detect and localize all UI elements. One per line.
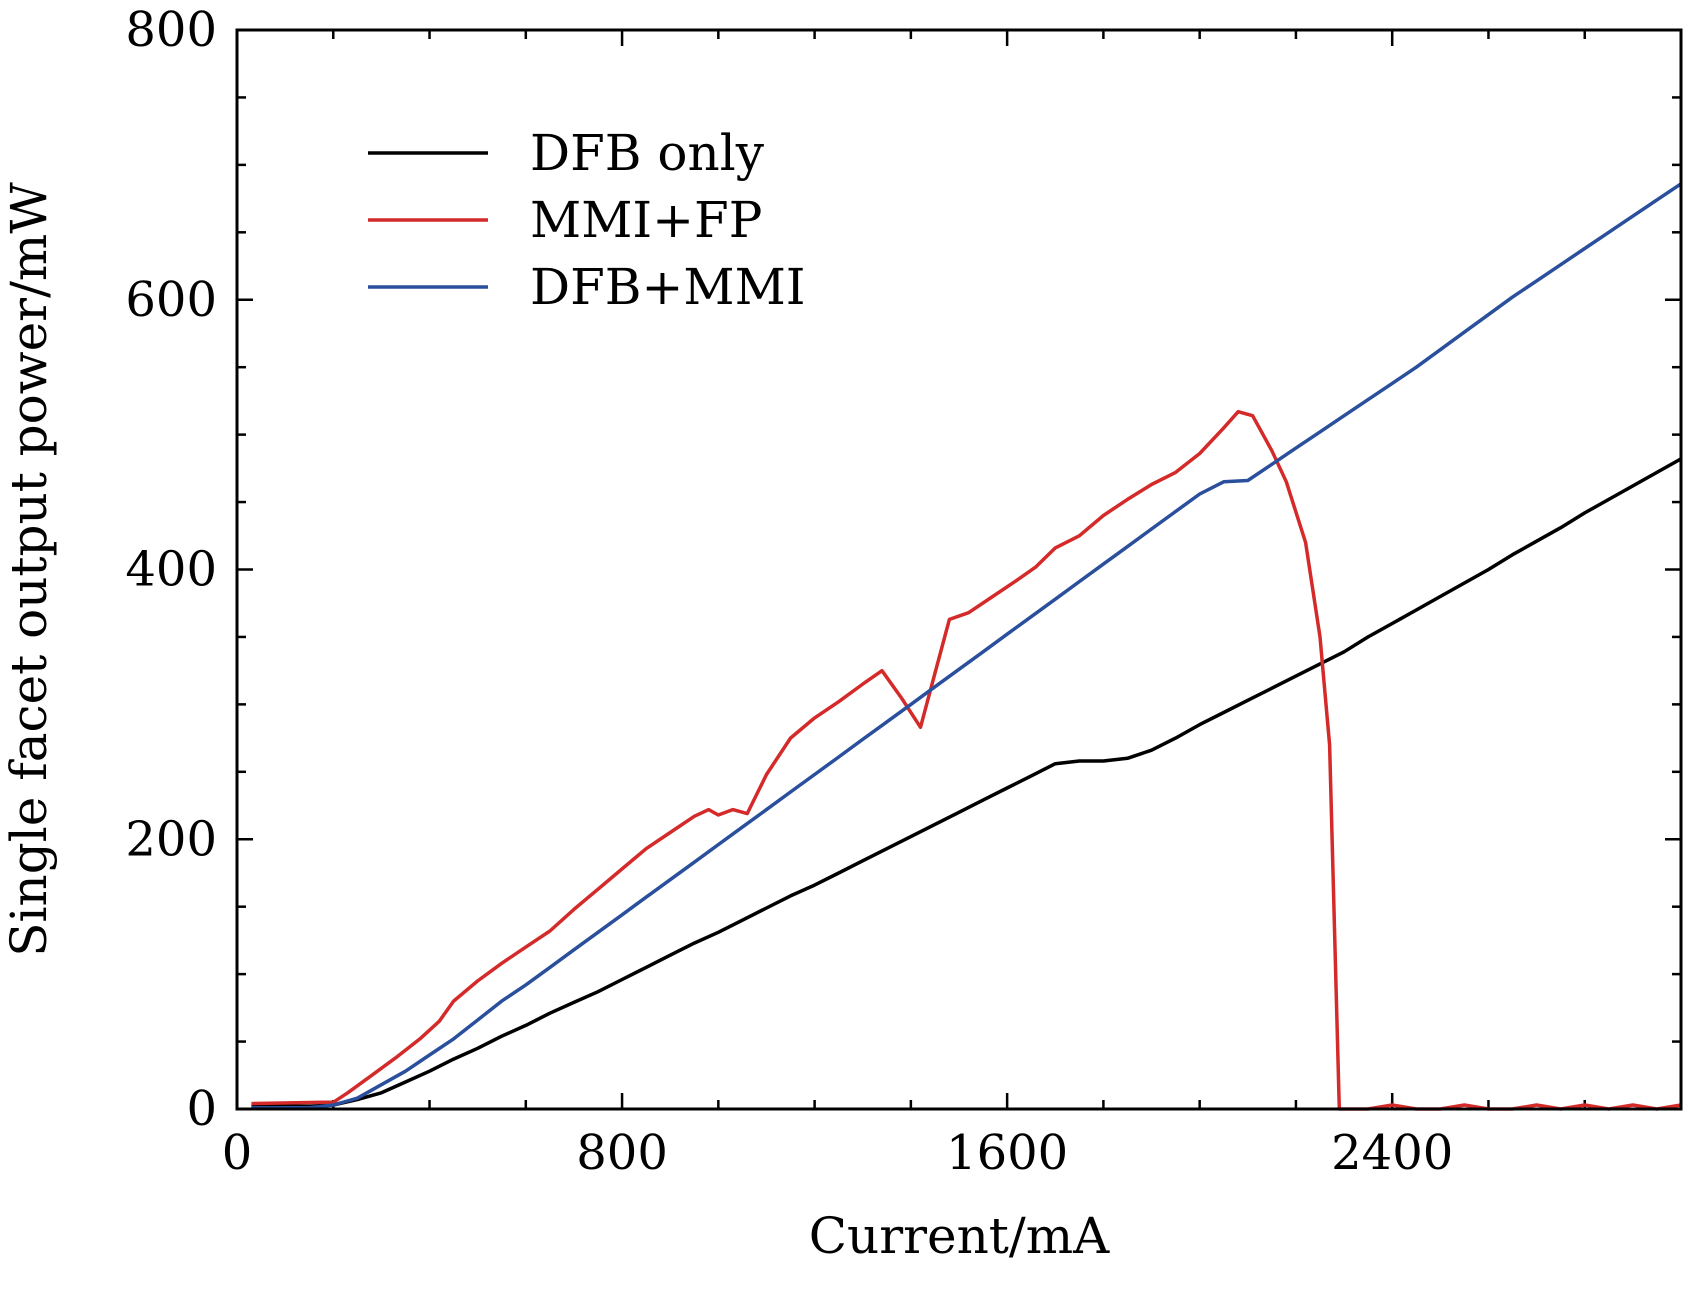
y-tick-label: 600	[125, 272, 217, 328]
y-tick-label: 200	[125, 811, 217, 867]
legend-label-mmi-fp: MMI+FP	[530, 191, 762, 249]
x-tick-label: 1600	[946, 1125, 1068, 1181]
series-dfb-mmi-line	[251, 182, 1682, 1110]
y-axis-title: Single facet output power/mW	[0, 182, 58, 957]
legend-label-dfb-mmi: DFB+MMI	[530, 258, 806, 316]
x-tick-label: 0	[222, 1125, 253, 1181]
y-tick-label: 800	[125, 2, 217, 58]
y-tick-label: 400	[125, 542, 217, 598]
legend-label-dfb-only: DFB only	[530, 124, 765, 182]
y-tick-label: 0	[186, 1081, 217, 1137]
series-mmi-fp-line	[251, 409, 1682, 1111]
legend: DFB only MMI+FP DFB+MMI	[368, 124, 806, 316]
series-dfb-only-line	[251, 457, 1682, 1109]
x-axis-title: Current/mA	[809, 1207, 1110, 1265]
x-tick-label: 2400	[1331, 1125, 1453, 1181]
x-tick-label: 800	[576, 1125, 668, 1181]
plot-frame	[235, 28, 1683, 1111]
